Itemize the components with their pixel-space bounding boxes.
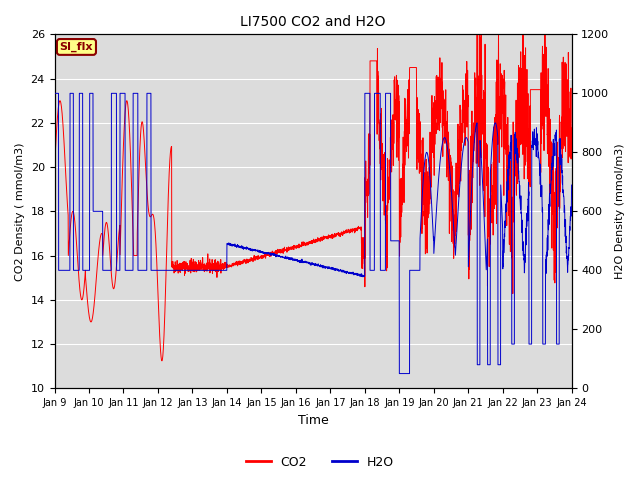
Title: LI7500 CO2 and H2O: LI7500 CO2 and H2O	[240, 15, 386, 29]
Y-axis label: H2O Density (mmol/m3): H2O Density (mmol/m3)	[615, 144, 625, 279]
Legend: CO2, H2O: CO2, H2O	[241, 451, 399, 474]
X-axis label: Time: Time	[298, 414, 328, 427]
Y-axis label: CO2 Density ( mmol/m3): CO2 Density ( mmol/m3)	[15, 142, 25, 281]
Text: SI_flx: SI_flx	[60, 42, 93, 52]
